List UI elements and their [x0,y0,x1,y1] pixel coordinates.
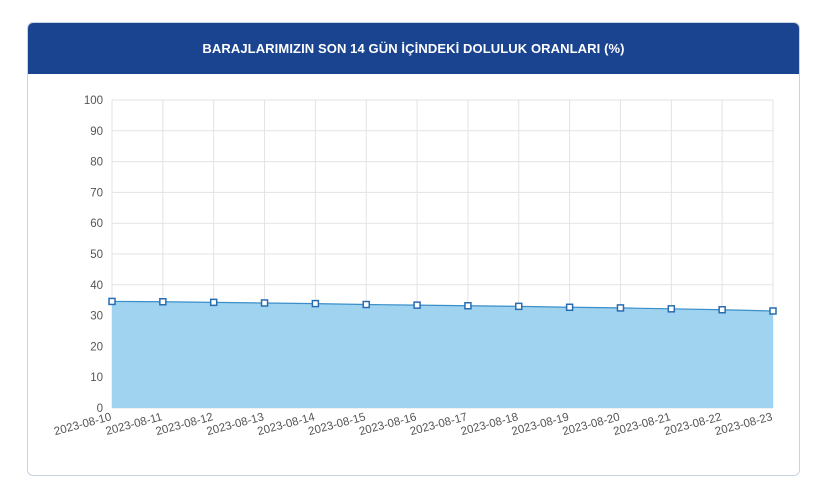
y-tick-label: 100 [84,95,103,107]
x-tick-label: 2023-08-23 [714,411,774,438]
y-tick-label: 20 [90,341,103,353]
data-point [413,301,421,309]
x-tick-label: 2023-08-11 [105,411,164,438]
y-tick-label: 60 [90,218,103,230]
y-tick-label: 90 [90,126,103,138]
data-point [362,300,370,309]
x-tick-label: 2023-08-10 [53,411,113,438]
data-point [464,301,472,310]
y-tick-label: 70 [90,187,103,199]
x-tick-label: 2023-08-14 [256,411,317,438]
series-line [111,300,774,312]
data-point [515,302,523,311]
y-tick-label: 40 [90,280,103,292]
data-point [260,299,269,307]
y-tick-label: 10 [90,372,103,384]
data-point [769,307,777,315]
data-point [616,304,625,312]
x-tick-label: 2023-08-22 [663,411,723,438]
x-tick-label: 2023-08-13 [205,411,265,438]
data-point [108,297,116,306]
x-tick-label: 2023-08-17 [409,411,469,438]
x-tick-label: 2023-08-21 [612,411,672,438]
x-tick-label: 2023-08-16 [358,411,418,438]
data-point [565,303,574,312]
y-tick-label: 80 [90,157,103,169]
y-tick-label: 0 [97,403,103,415]
data-point [311,299,320,308]
data-point [718,305,726,314]
x-tick-label: 2023-08-12 [155,411,215,438]
data-point [209,298,218,307]
x-tick-label: 2023-08-15 [307,411,367,438]
area-fill [112,301,773,408]
data-point [159,297,167,306]
chart-title: BARAJLARIMIZIN SON 14 GÜN İÇİNDEKİ DOLUL… [28,23,799,74]
x-tick-label: 2023-08-18 [460,411,520,438]
y-tick-label: 30 [90,311,103,323]
x-tick-label: 2023-08-19 [510,411,570,438]
y-tick-label: 50 [90,249,103,261]
x-tick-label: 2023-08-20 [561,411,621,438]
data-point [667,305,676,313]
